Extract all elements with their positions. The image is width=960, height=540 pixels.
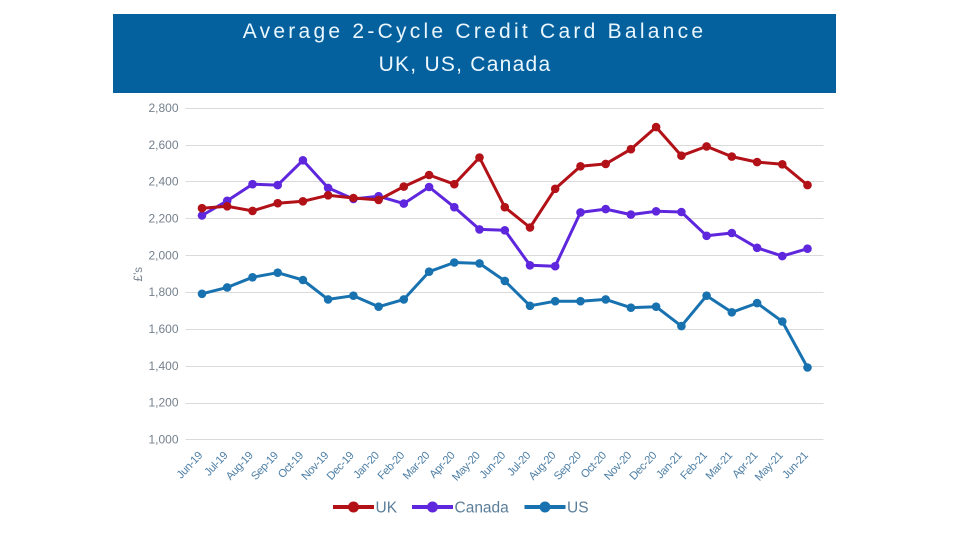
svg-text:Mar-21: Mar-21 xyxy=(704,450,735,482)
svg-text:Aug-19: Aug-19 xyxy=(224,450,256,483)
svg-text:1,000: 1,000 xyxy=(148,433,178,447)
svg-text:Nov-20: Nov-20 xyxy=(602,450,634,483)
svg-text:Dec-19: Dec-19 xyxy=(325,450,357,483)
svg-text:1,600: 1,600 xyxy=(148,322,178,336)
svg-text:Jun-20: Jun-20 xyxy=(478,450,509,482)
svg-text:2,000: 2,000 xyxy=(148,248,178,262)
svg-text:1,800: 1,800 xyxy=(148,285,178,299)
svg-text:Nov-19: Nov-19 xyxy=(300,450,332,483)
svg-text:2,600: 2,600 xyxy=(148,138,178,152)
svg-text:2,400: 2,400 xyxy=(148,175,178,189)
svg-text:Feb-20: Feb-20 xyxy=(376,450,407,482)
svg-text:May-21: May-21 xyxy=(753,450,786,484)
svg-text:1,200: 1,200 xyxy=(148,396,178,410)
svg-text:Aug-20: Aug-20 xyxy=(527,450,559,483)
svg-text:US: US xyxy=(567,500,589,517)
svg-text:Sep-19: Sep-19 xyxy=(249,450,281,483)
svg-text:2,200: 2,200 xyxy=(148,212,178,226)
svg-text:May-20: May-20 xyxy=(450,450,483,484)
svg-text:UK: UK xyxy=(376,500,398,517)
svg-text:Dec-20: Dec-20 xyxy=(628,450,660,483)
svg-text:Canada: Canada xyxy=(455,500,510,517)
svg-text:Jun-19: Jun-19 xyxy=(175,450,206,482)
svg-text:2,800: 2,800 xyxy=(148,101,178,115)
svg-text:Sep-20: Sep-20 xyxy=(552,450,584,483)
svg-text:Jun-21: Jun-21 xyxy=(780,450,811,482)
svg-text:£’s: £’s xyxy=(133,267,145,282)
svg-text:1,400: 1,400 xyxy=(148,359,178,373)
svg-text:Feb-21: Feb-21 xyxy=(678,450,709,482)
svg-text:Mar-20: Mar-20 xyxy=(401,450,432,482)
